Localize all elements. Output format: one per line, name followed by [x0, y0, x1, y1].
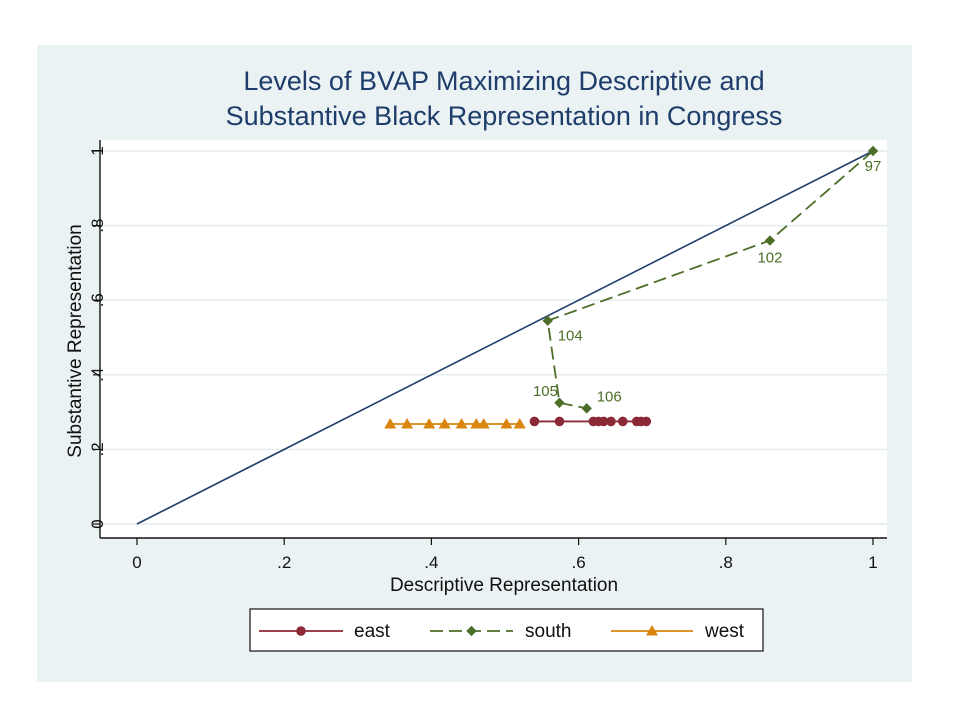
y-axis-title: Substantive Representation	[65, 224, 86, 457]
point-east-4	[598, 416, 609, 427]
point-west-6	[477, 418, 490, 429]
x-tick-label-3: .6	[572, 553, 586, 572]
series-layer: 97 102 104 105 106	[384, 145, 882, 429]
x-tick-label-0: 0	[132, 553, 141, 572]
point-label-102: 102	[757, 250, 782, 267]
point-east-0	[529, 416, 540, 427]
chart-title-line-2: Substantive Black Representation in Cong…	[226, 101, 783, 131]
x-axis-title: Descriptive Representation	[390, 575, 618, 596]
point-east-6	[617, 416, 628, 427]
legend-key-marker-west	[646, 625, 658, 636]
reference-line	[136, 150, 874, 525]
chart-title-line-1: Levels of BVAP Maximizing Descriptive an…	[243, 66, 764, 96]
series-east	[529, 416, 652, 427]
grid-lines	[100, 150, 887, 525]
point-label-105: 105	[533, 383, 558, 400]
point-west-4	[455, 418, 468, 429]
y-tick-label-0: 0	[88, 519, 107, 528]
point-label-104: 104	[558, 328, 583, 345]
x-tick-label-1: .2	[277, 553, 291, 572]
point-west-0	[384, 418, 397, 429]
y-tick-label-3: .6	[88, 293, 107, 307]
point-west-2	[423, 418, 436, 429]
y-tick-label-1: .2	[88, 442, 107, 456]
point-south-3	[554, 397, 565, 408]
plot-area	[100, 140, 887, 538]
legend-label-west: west	[704, 621, 745, 642]
chart-panel: Levels of BVAP Maximizing Descriptive an…	[37, 45, 912, 682]
chart-svg: Levels of BVAP Maximizing Descriptive an…	[65, 66, 887, 652]
legend-box	[249, 608, 764, 652]
point-west-7	[500, 418, 513, 429]
point-east-5	[606, 416, 616, 427]
x-tick-label-2: .4	[424, 553, 438, 572]
series-south: 97 102 104 105 106	[533, 145, 882, 414]
x-tick-label-5: 1	[868, 553, 877, 572]
point-label-97: 97	[865, 158, 882, 175]
point-east-1	[554, 416, 565, 427]
y-tick-label-2: .4	[88, 368, 107, 382]
x-tick-label-4: .8	[719, 553, 733, 572]
point-south-4	[581, 403, 592, 414]
point-south-0	[867, 145, 879, 157]
point-west-8	[513, 418, 526, 429]
y-tick-label-4: .8	[88, 219, 107, 233]
point-west-3	[438, 418, 451, 429]
legend-key-marker-south	[466, 625, 477, 637]
legend-key-marker-east	[296, 626, 306, 636]
series-west	[384, 418, 526, 429]
axes: 0 .2 .4 .6 .8 1 0 .2 .4 .6 .8 1	[88, 140, 887, 572]
legend: east south west	[249, 608, 764, 652]
point-east-9	[641, 416, 652, 427]
point-south-2	[542, 315, 553, 326]
point-label-106: 106	[597, 388, 622, 405]
point-south-1	[764, 235, 776, 246]
legend-label-east: east	[354, 621, 391, 642]
reference-diagonal-line	[136, 150, 874, 525]
y-tick-label-5: 1	[88, 146, 107, 155]
legend-label-south: south	[525, 621, 571, 642]
point-west-1	[401, 418, 414, 429]
